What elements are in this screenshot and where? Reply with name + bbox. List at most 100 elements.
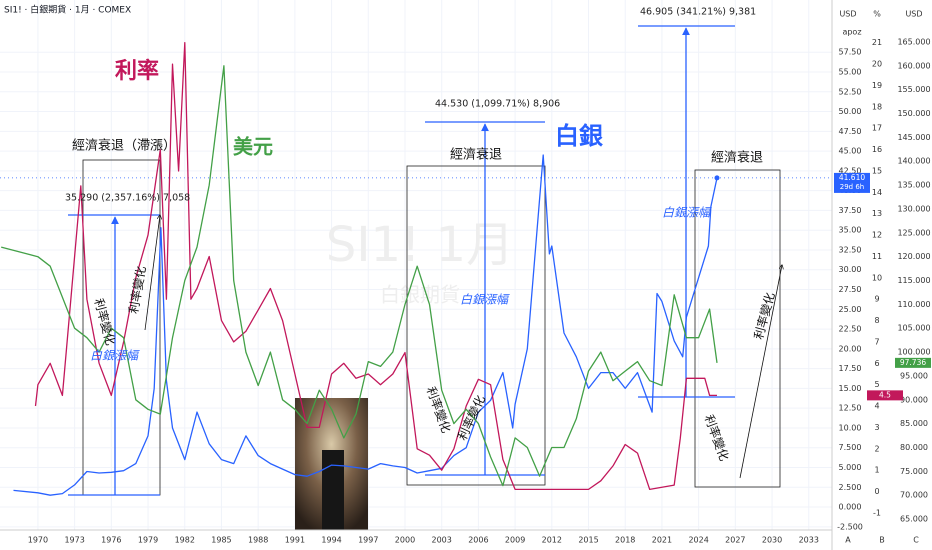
y-tick-label: 145.000 bbox=[897, 133, 930, 142]
y-tick-label: 7.500 bbox=[839, 443, 862, 452]
y-tick-label: 18 bbox=[872, 102, 882, 111]
y-tick-label: 42.50 bbox=[839, 166, 862, 175]
x-tick-label: 1973 bbox=[64, 536, 84, 545]
x-tick-label: 1976 bbox=[101, 536, 121, 545]
y-tick-label: 45.00 bbox=[839, 147, 862, 156]
axes: 1970 1973 1976 1979 1982 1985 1988 1991 1994 1997… bbox=[28, 37, 931, 545]
recession-box bbox=[406, 165, 546, 486]
watermark-sub: 白銀期貨 bbox=[380, 283, 460, 307]
change-label: 利率變化 bbox=[751, 291, 778, 341]
x-tick-label: 1970 bbox=[28, 536, 48, 545]
x-tick-label: 1985 bbox=[211, 536, 231, 545]
y-tick-label: 21 bbox=[872, 38, 882, 47]
box-label: 經濟衰退 bbox=[711, 150, 763, 166]
measure-tool bbox=[68, 25, 735, 496]
y-tick-label: 17.50 bbox=[839, 364, 862, 373]
x-tick-label: 2021 bbox=[652, 536, 672, 545]
last-value-label: 4.5 bbox=[879, 390, 891, 399]
y-tick-label: 3 bbox=[874, 423, 879, 432]
dollar-label: 美元 bbox=[233, 135, 273, 159]
x-tick-label: 1988 bbox=[248, 536, 268, 545]
y-tick-label: 57.50 bbox=[839, 48, 862, 57]
y-tick-label: 13 bbox=[872, 209, 882, 218]
title: SI1! · 白銀期貨 · 1月 · COMEX bbox=[4, 4, 131, 16]
x-tick-label: 1994 bbox=[321, 536, 341, 545]
y-tick-label: 37.50 bbox=[839, 206, 862, 215]
y-tick-label: 32.50 bbox=[839, 245, 862, 254]
last-value-box bbox=[867, 390, 903, 401]
y-tick-label: 20 bbox=[872, 60, 882, 69]
x-tick-label: 2012 bbox=[542, 536, 562, 545]
box-label: 經濟衰退 bbox=[450, 147, 502, 163]
y-tick-label: 110.000 bbox=[897, 300, 930, 309]
y-tick-label: 5.000 bbox=[839, 463, 862, 472]
y-tick-label: 9 bbox=[874, 295, 879, 304]
box-label: 經濟衰退（滯漲） bbox=[72, 138, 176, 154]
axis-footer: C bbox=[913, 536, 919, 545]
recession-box bbox=[694, 169, 781, 488]
y-tick-label: 55.00 bbox=[839, 67, 862, 76]
rate-label: 利率 bbox=[115, 58, 159, 84]
y-tick-label: 25.00 bbox=[839, 305, 862, 314]
y-tick-label: 75.000 bbox=[900, 467, 928, 476]
y-tick-label: 65.000 bbox=[900, 515, 928, 524]
y-tick-label: 2 bbox=[874, 444, 879, 453]
y-tick-label: 22.50 bbox=[839, 325, 862, 334]
last-value-label: 41.610 bbox=[839, 173, 865, 182]
y-tick-label: 10 bbox=[872, 273, 882, 282]
last-point bbox=[714, 175, 720, 181]
y-tick-label: 90.000 bbox=[900, 395, 928, 404]
y-tick-label: 6 bbox=[874, 359, 879, 368]
axis-header: % bbox=[873, 10, 881, 19]
y-tick-label: 15.00 bbox=[839, 384, 862, 393]
axis-header: USD bbox=[839, 10, 856, 19]
rise-label: 白銀漲幅 bbox=[90, 349, 140, 363]
x-tick-label: 1997 bbox=[358, 536, 378, 545]
x-tick-label: 2024 bbox=[688, 536, 708, 545]
y-tick-label: 160.000 bbox=[897, 61, 930, 70]
y-tick-label: 120.000 bbox=[897, 252, 930, 261]
y-tick-label: 155.000 bbox=[897, 85, 930, 94]
axis-panel bbox=[832, 0, 932, 550]
x-tick-label: 2006 bbox=[468, 536, 488, 545]
x-tick-label: 1979 bbox=[138, 536, 158, 545]
y-tick-label: 105.000 bbox=[897, 324, 930, 333]
y-tick-label: 52.50 bbox=[839, 87, 862, 96]
y-tick-label: 95.000 bbox=[900, 371, 928, 380]
axis-footer: A bbox=[845, 536, 851, 545]
rise-label: 白銀漲幅 bbox=[662, 206, 712, 220]
x-tick-label: 2003 bbox=[432, 536, 452, 545]
y-tick-label: 11 bbox=[872, 252, 882, 261]
change-label: 利率變化 bbox=[702, 413, 733, 463]
plot bbox=[0, 42, 832, 496]
silver-label: 白銀 bbox=[555, 122, 603, 150]
y-tick-label: 150.000 bbox=[897, 109, 930, 118]
x-tick-label: 2018 bbox=[615, 536, 635, 545]
watermark: SI1! 1月 bbox=[326, 217, 514, 273]
countdown-label: 29d 6h bbox=[840, 183, 864, 191]
y-tick-label: 2.500 bbox=[839, 483, 862, 492]
measure-label: 46.905 (341.21%) 9,381 bbox=[640, 7, 756, 18]
x-tick-label: 2015 bbox=[578, 536, 598, 545]
arrow bbox=[739, 265, 782, 479]
y-tick-label: 80.000 bbox=[900, 443, 928, 452]
last-value-box bbox=[834, 172, 870, 193]
axis-footer: B bbox=[879, 536, 885, 545]
y-tick-label: 165.000 bbox=[897, 37, 930, 46]
arrow bbox=[144, 215, 160, 331]
x-tick-label: 1991 bbox=[285, 536, 305, 545]
x-tick-label: 2030 bbox=[762, 536, 782, 545]
time-axis-panel bbox=[0, 530, 832, 550]
y-tick-label: 30.00 bbox=[839, 265, 862, 274]
x-tick-label: 2033 bbox=[799, 536, 819, 545]
y-tick-label: 14 bbox=[872, 188, 882, 197]
y-tick-label: 130.000 bbox=[897, 204, 930, 213]
y-tick-label: 140.000 bbox=[897, 157, 930, 166]
x-tick-label: 2000 bbox=[395, 536, 415, 545]
x-tick-label: 1982 bbox=[175, 536, 195, 545]
photo-figure bbox=[322, 450, 344, 530]
y-tick-label: 125.000 bbox=[897, 228, 930, 237]
y-tick-label: 17 bbox=[872, 124, 882, 133]
y-tick-label: 10.00 bbox=[839, 423, 862, 432]
